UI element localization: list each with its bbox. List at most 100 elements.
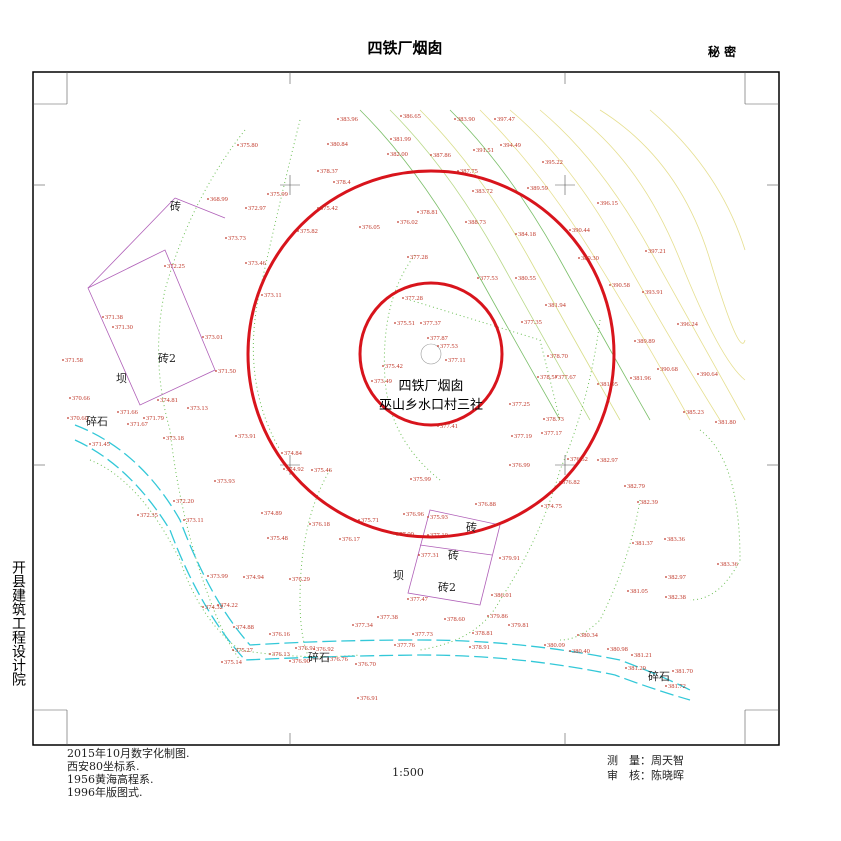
footer-note: 2015年10月数字化制图. [67,746,190,760]
elevation-label: 379.81 [511,622,529,629]
elevation-dot [515,277,517,279]
elevation-label: 375.71 [361,517,379,524]
elevation-label: 390.44 [572,227,591,234]
elevation-dot [527,187,529,189]
elevation-label: 390.68 [660,366,678,373]
elevation-label: 374.92 [286,466,304,473]
elevation-label: 381.99 [393,136,411,143]
elevation-label: 374.84 [284,450,303,457]
elevation-dot [232,649,234,651]
elevation-label: 375.42 [320,205,338,212]
elevation-dot [163,437,165,439]
slope-lines [89,119,741,661]
elevation-label: 370.66 [72,395,91,402]
elevation-dot [559,481,561,483]
elevation-dot [207,575,209,577]
elevation-label: 376.91 [298,645,316,652]
elevation-label: 376.29 [292,576,310,583]
elevation-dot [313,648,315,650]
elevation-dot [62,359,64,361]
elevation-label: 378.81 [475,630,493,637]
elevation-dot [567,458,569,460]
elevation-dot [269,633,271,635]
elevation-label: 375.46 [314,467,333,474]
elevation-dot [339,538,341,540]
elevation-label: 377.10 [430,532,448,539]
elevation-dot [202,336,204,338]
elevation-label: 397.47 [497,116,516,123]
elevation-dot [665,596,667,598]
elevation-label: 376.99 [512,462,530,469]
elevation-dot [289,578,291,580]
elevation-dot [127,423,129,425]
elevation-dot [327,658,329,660]
chimney-address: 巫山乡水口村三社 [379,397,483,413]
elevation-label: 386.01 [494,592,512,599]
elevation-dot [390,138,392,140]
elevation-label: 371.45 [92,441,110,448]
elevation-label: 377.47 [410,596,429,603]
elevation-dot [697,373,699,375]
elevation-label: 393.91 [645,289,663,296]
contours [359,109,746,421]
elevation-label: 381.70 [675,668,693,675]
elevation-label: 376.05 [362,224,380,231]
elevation-label: 376.52 [570,456,588,463]
elevation-dot [117,411,119,413]
elevation-dot [317,207,319,209]
elevation-dot [237,144,239,146]
elevation-label: 385.23 [686,409,704,416]
elevation-label: 373.93 [217,478,235,485]
elevation-label: 375.82 [300,228,318,235]
elevation-label: 377.73 [415,631,433,638]
elevation-label: 377.00 [396,531,414,538]
chimney-symbol [420,343,442,365]
elevation-label: 376.16 [272,631,291,638]
footer-note: 西安80坐标系. [67,759,140,773]
elevation-label: 375.93 [430,514,448,521]
elevation-label: 394.49 [503,142,521,149]
chimney-name: 四铁厂烟囱 [398,379,463,394]
elevation-label: 377.87 [430,335,449,342]
elevation-label: 382.79 [627,483,645,490]
elevation-label: 375.99 [270,191,288,198]
elevation-label: 373.91 [238,433,256,440]
elevation-label: 395.22 [545,159,563,166]
elevation-label: 389.30 [581,255,599,262]
elevation-label: 373.01 [205,334,223,341]
elevation-dot [637,501,639,503]
elevation-label: 383.36 [667,536,686,543]
elevation-dot [69,397,71,399]
elevation-dot [394,644,396,646]
elevation-dot [645,250,647,252]
elevation-dot [281,452,283,454]
elevation-dot [418,554,420,556]
institute-name: 开县建筑工程设计院 [10,560,26,687]
elevation-dot [607,648,609,650]
elevation-label: 375.80 [240,142,258,149]
elevation-label: 373.13 [190,405,208,412]
elevation-label: 377.53 [480,275,498,282]
elevation-label: 371.50 [218,368,236,375]
elevation-dot [625,667,627,669]
elevation-dot [627,590,629,592]
elevation-dot [542,161,544,163]
place-label: 砖2 [158,351,176,365]
elevation-dot [297,230,299,232]
elevation-label: 375.99 [413,476,431,483]
elevation-dot [541,432,543,434]
place-label: 砖2 [438,580,456,594]
elevation-dot [333,181,335,183]
elevation-label: 381.37 [635,540,654,547]
elevation-dot [631,654,633,656]
elevation-label: 376.92 [316,646,334,653]
elevation-dot [511,435,513,437]
elevation-label: 371.30 [115,324,133,331]
elevation-dot [715,421,717,423]
elevation-dot [473,149,475,151]
elevation-dot [102,316,104,318]
elevation-dot [578,257,580,259]
outer-radius-circle [246,169,616,539]
elevation-dot [412,633,414,635]
elevation-dot [397,221,399,223]
